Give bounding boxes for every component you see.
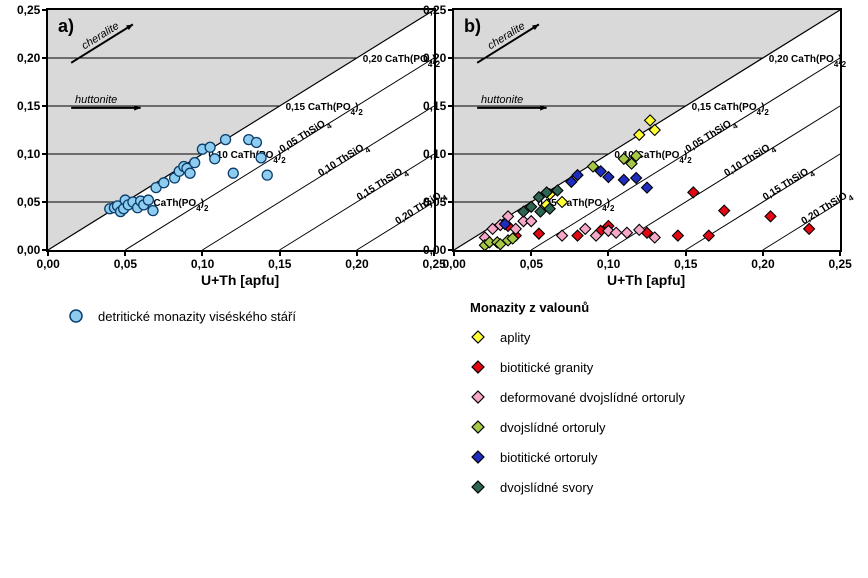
- point-biot_granity: [719, 205, 730, 216]
- y-tick-label: 0,20: [17, 51, 40, 65]
- legend-item-dvoj_orto: dvojslídné ortoruly: [470, 419, 685, 435]
- point-detritic: [190, 158, 200, 168]
- point-biot_granity: [533, 228, 544, 239]
- legend-b: Monazity z valounů aplity biotitické grani…: [470, 300, 685, 503]
- point-def_orto: [526, 216, 537, 227]
- iso-thsio4-label: 0,05 ThSiO4: [684, 116, 740, 158]
- point-biot_granity: [672, 230, 683, 241]
- x-tick-label: 0,00: [443, 257, 466, 271]
- point-detritic: [221, 135, 231, 145]
- x-axis-label: U+Th [apfu]: [607, 272, 685, 288]
- y-tick-label: 0,05: [423, 195, 446, 209]
- x-tick-label: 0,20: [345, 257, 368, 271]
- y-tick-label: 0,25: [423, 3, 446, 17]
- iso-thsio4-label: 0,05 ThSiO4: [278, 116, 334, 158]
- point-detritic: [143, 195, 153, 205]
- plot-a: 0,05 CaTh(PO4)20,10 CaTh(PO4)20,15 CaTh(…: [46, 8, 436, 252]
- point-detritic: [262, 170, 272, 180]
- legend-item-biot_granity: biotitické granity: [470, 359, 685, 375]
- legend-item-dvoj_svory: dvojslídné svory: [470, 479, 685, 495]
- y-tick-label: 0,25: [17, 3, 40, 17]
- panel-label-a: a): [58, 16, 74, 37]
- iso-thsio4-label: 0,10 ThSiO4: [722, 140, 778, 182]
- iso-thsio4-label: 0,15 ThSiO4: [355, 164, 411, 206]
- plot-b: 0,05 CaTh(PO4)20,10 CaTh(PO4)20,15 CaTh(…: [452, 8, 842, 252]
- panel-label-b: b): [464, 16, 481, 37]
- point-biot_orto: [642, 182, 653, 193]
- x-tick-label: 0,05: [520, 257, 543, 271]
- x-tick-label: 0,10: [191, 257, 214, 271]
- point-biot_granity: [703, 230, 714, 241]
- huttonite-label: huttonite: [75, 94, 117, 106]
- diamond-marker: [470, 359, 486, 375]
- legend-item-aplity: aplity: [470, 329, 685, 345]
- legend-item-detritic: detritické monazity viséského stáří: [68, 308, 296, 324]
- x-tick-label: 0,15: [674, 257, 697, 271]
- y-tick-label: 0,00: [17, 243, 40, 257]
- point-detritic: [228, 168, 238, 178]
- y-tick-label: 0,00: [423, 243, 446, 257]
- diamond-marker: [470, 389, 486, 405]
- y-tick-label: 0,10: [423, 147, 446, 161]
- point-detritic: [205, 142, 215, 152]
- legend-item-def_orto: deformované dvojslídné ortoruly: [470, 389, 685, 405]
- point-def_orto: [557, 230, 568, 241]
- y-tick-label: 0,15: [423, 99, 446, 113]
- diamond-marker: [470, 329, 486, 345]
- point-biot_granity: [688, 187, 699, 198]
- x-tick-label: 0,15: [268, 257, 291, 271]
- point-biot_granity: [572, 230, 583, 241]
- x-tick-label: 0,20: [751, 257, 774, 271]
- x-tick-label: 0,10: [597, 257, 620, 271]
- point-biot_granity: [765, 211, 776, 222]
- legend-a: detritické monazity viséského stáří: [68, 300, 296, 332]
- x-tick-label: 0,00: [37, 257, 60, 271]
- huttonite-label: huttonite: [481, 94, 523, 106]
- y-tick-label: 0,15: [17, 99, 40, 113]
- point-def_orto: [580, 223, 591, 234]
- x-tick-label: 0,25: [829, 257, 852, 271]
- diamond-marker: [470, 419, 486, 435]
- y-tick-label: 0,05: [17, 195, 40, 209]
- x-axis-label: U+Th [apfu]: [201, 272, 279, 288]
- point-detritic: [210, 154, 220, 164]
- iso-thsio4-label: 0,10 ThSiO4: [316, 140, 372, 182]
- iso-thsio4-label: 0,20 ThSiO4: [800, 188, 856, 230]
- circle-marker: [68, 308, 84, 324]
- point-biot_orto: [618, 174, 629, 185]
- point-detritic: [251, 137, 261, 147]
- x-tick-label: 0,05: [114, 257, 137, 271]
- point-detritic: [148, 206, 158, 216]
- iso-thsio4-label: 0,15 ThSiO4: [761, 164, 817, 206]
- point-detritic: [159, 178, 169, 188]
- diamond-marker: [470, 449, 486, 465]
- diamond-marker: [470, 479, 486, 495]
- y-tick-label: 0,10: [17, 147, 40, 161]
- point-detritic: [256, 153, 266, 163]
- point-detritic: [185, 168, 195, 178]
- legend-b-title: Monazity z valounů: [470, 300, 685, 315]
- y-tick-label: 0,20: [423, 51, 446, 65]
- legend-item-biot_orto: biotitické ortoruly: [470, 449, 685, 465]
